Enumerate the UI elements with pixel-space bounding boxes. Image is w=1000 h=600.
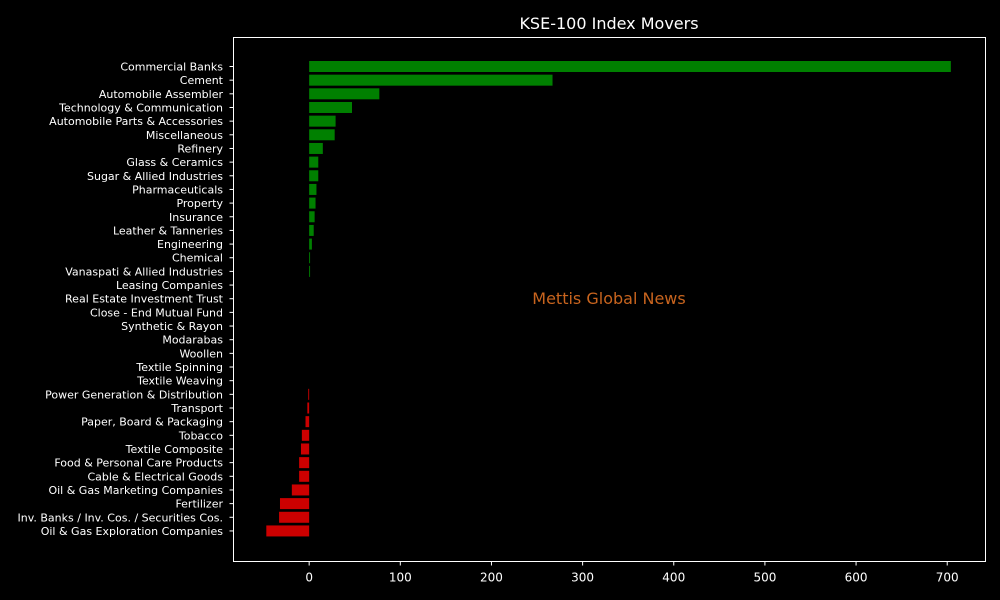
category-label: Modarabas xyxy=(162,334,223,347)
bar xyxy=(309,211,315,223)
category-label: Sugar & Allied Industries xyxy=(87,170,223,183)
category-label: Fertilizer xyxy=(175,498,223,511)
category-label: Refinery xyxy=(177,142,223,155)
category-label: Oil & Gas Exploration Companies xyxy=(41,525,224,538)
category-label: Textile Composite xyxy=(125,443,224,456)
watermark-text: Mettis Global News xyxy=(532,289,685,308)
category-label: Power Generation & Distribution xyxy=(45,388,223,401)
category-label: Miscellaneous xyxy=(146,129,223,142)
category-label: Technology & Communication xyxy=(58,101,223,114)
category-label: Food & Personal Care Products xyxy=(54,457,223,470)
bar xyxy=(279,511,310,523)
bar xyxy=(309,74,553,86)
bar xyxy=(309,101,352,113)
bar xyxy=(305,416,310,428)
bar xyxy=(300,443,310,455)
category-label: Cement xyxy=(180,74,224,87)
bar xyxy=(309,170,319,182)
bar xyxy=(309,197,316,209)
bar xyxy=(299,470,310,482)
category-label: Paper, Board & Packaging xyxy=(81,416,223,429)
category-label: Textile Spinning xyxy=(135,361,223,374)
bar xyxy=(309,88,380,100)
category-label: Insurance xyxy=(169,211,223,224)
bar xyxy=(299,457,310,469)
plot-area-frame xyxy=(233,37,986,562)
x-axis-ticks: 0 100 200 300 400 500 600 700 xyxy=(305,561,959,585)
category-label: Transport xyxy=(170,402,223,415)
x-tick-label: 100 xyxy=(389,571,412,585)
category-label: Textile Weaving xyxy=(136,375,223,388)
x-tick-label: 700 xyxy=(936,571,959,585)
category-label: Automobile Parts & Accessories xyxy=(49,115,223,128)
category-label: Cable & Electrical Goods xyxy=(87,470,223,483)
bars-layer xyxy=(266,61,951,537)
category-label: Pharmaceuticals xyxy=(132,183,223,196)
x-tick-label: 300 xyxy=(571,571,594,585)
bar xyxy=(279,498,310,510)
category-label: Chemical xyxy=(172,252,223,265)
bar xyxy=(309,265,311,277)
category-label: Leasing Companies xyxy=(116,279,223,292)
category-label: Synthetic & Rayon xyxy=(121,320,223,333)
bar xyxy=(309,224,314,236)
bar xyxy=(309,183,317,195)
category-label: Oil & Gas Marketing Companies xyxy=(48,484,223,497)
x-tick-label: 400 xyxy=(662,571,685,585)
category-label: Woollen xyxy=(179,347,223,360)
bar xyxy=(308,388,310,400)
category-label: Glass & Ceramics xyxy=(126,156,223,169)
x-tick-label: 200 xyxy=(480,571,503,585)
bar xyxy=(309,238,312,250)
bar xyxy=(309,142,323,154)
category-label: Vanaspati & Allied Industries xyxy=(65,265,223,278)
category-label: Tobacco xyxy=(178,429,223,442)
category-label: Automobile Assembler xyxy=(99,88,224,101)
x-tick-label: 500 xyxy=(753,571,776,585)
category-label: Property xyxy=(176,197,223,210)
bar xyxy=(301,429,310,441)
category-label: Engineering xyxy=(157,238,223,251)
x-tick-label: 0 xyxy=(305,571,313,585)
x-tick-label: 600 xyxy=(845,571,868,585)
category-label: Inv. Banks / Inv. Cos. / Securities Cos. xyxy=(18,511,223,524)
bar xyxy=(307,402,310,414)
category-label: Real Estate Investment Trust xyxy=(65,293,224,306)
bar xyxy=(309,156,319,168)
category-label: Close - End Mutual Fund xyxy=(90,306,223,319)
chart-title: KSE-100 Index Movers xyxy=(519,14,698,33)
bar xyxy=(309,252,311,264)
category-label: Commercial Banks xyxy=(120,61,223,74)
bar xyxy=(309,61,951,72)
bar xyxy=(291,484,310,496)
bar xyxy=(309,115,336,127)
bar xyxy=(309,129,335,141)
bar xyxy=(266,525,310,537)
category-label: Leather & Tanneries xyxy=(113,224,223,237)
